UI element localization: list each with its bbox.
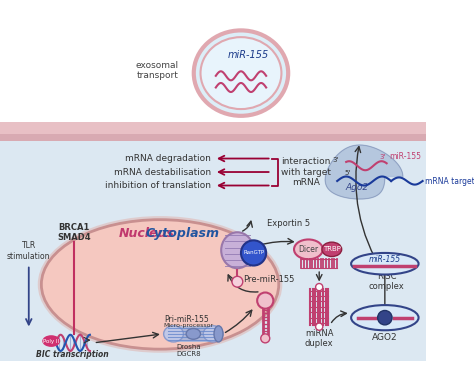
Text: mRNA target: mRNA target — [425, 176, 474, 185]
Ellipse shape — [38, 216, 283, 353]
Text: 3': 3' — [332, 157, 338, 163]
Ellipse shape — [294, 239, 323, 259]
Text: mRNA destabilisation: mRNA destabilisation — [114, 168, 211, 177]
Ellipse shape — [322, 242, 342, 256]
Polygon shape — [325, 145, 403, 199]
Text: Micro-processor: Micro-processor — [164, 323, 214, 328]
Text: miR-155: miR-155 — [369, 255, 401, 264]
Text: RISC
complex: RISC complex — [369, 272, 404, 291]
Text: TRBP: TRBP — [323, 246, 341, 252]
Text: AGO2: AGO2 — [372, 333, 398, 342]
Text: Exportin 5: Exportin 5 — [267, 219, 310, 228]
Text: Dicer: Dicer — [298, 245, 319, 254]
Text: exosomal
transport: exosomal transport — [136, 61, 179, 80]
Ellipse shape — [221, 232, 254, 268]
Text: Ago2: Ago2 — [346, 183, 368, 192]
Text: mRNA degradation: mRNA degradation — [126, 154, 211, 163]
Text: miR-155: miR-155 — [228, 50, 269, 60]
Ellipse shape — [194, 30, 288, 116]
Text: 3': 3' — [379, 154, 385, 160]
Ellipse shape — [42, 335, 60, 347]
Bar — [0, 19, 426, 123]
Ellipse shape — [351, 305, 419, 330]
Circle shape — [241, 241, 266, 266]
Text: RanGTP: RanGTP — [243, 250, 264, 255]
Text: Nucleus: Nucleus — [118, 226, 174, 240]
Circle shape — [261, 334, 270, 343]
Bar — [0, 134, 426, 141]
Text: BRCA1
SMAD4: BRCA1 SMAD4 — [57, 223, 91, 242]
Text: Pri-miR-155: Pri-miR-155 — [164, 315, 209, 324]
Circle shape — [232, 276, 243, 287]
Ellipse shape — [186, 328, 201, 339]
Text: miRNA
duplex: miRNA duplex — [305, 329, 334, 348]
Ellipse shape — [201, 37, 282, 109]
Text: Poly II: Poly II — [43, 339, 59, 344]
Circle shape — [316, 323, 323, 330]
Bar — [0, 136, 426, 361]
Text: miR-155: miR-155 — [389, 152, 421, 161]
Text: Cytoplasm: Cytoplasm — [146, 226, 219, 240]
Ellipse shape — [214, 326, 223, 342]
Ellipse shape — [41, 220, 279, 349]
Circle shape — [316, 283, 323, 291]
Text: Pre-miR-155: Pre-miR-155 — [243, 276, 294, 284]
Circle shape — [378, 310, 392, 325]
Text: inhibition of translation: inhibition of translation — [105, 181, 211, 190]
Bar — [173, 326, 213, 342]
Text: Drosha
DGCR8: Drosha DGCR8 — [176, 344, 201, 356]
Ellipse shape — [164, 326, 183, 342]
Ellipse shape — [203, 326, 223, 342]
Ellipse shape — [351, 253, 419, 274]
Circle shape — [257, 293, 273, 309]
Bar — [0, 122, 426, 134]
Text: interaction
with target
mRNA: interaction with target mRNA — [281, 157, 331, 187]
Text: 5': 5' — [345, 170, 351, 176]
Text: TLR
stimulation: TLR stimulation — [7, 241, 51, 261]
Text: BIC transcription: BIC transcription — [36, 350, 108, 359]
